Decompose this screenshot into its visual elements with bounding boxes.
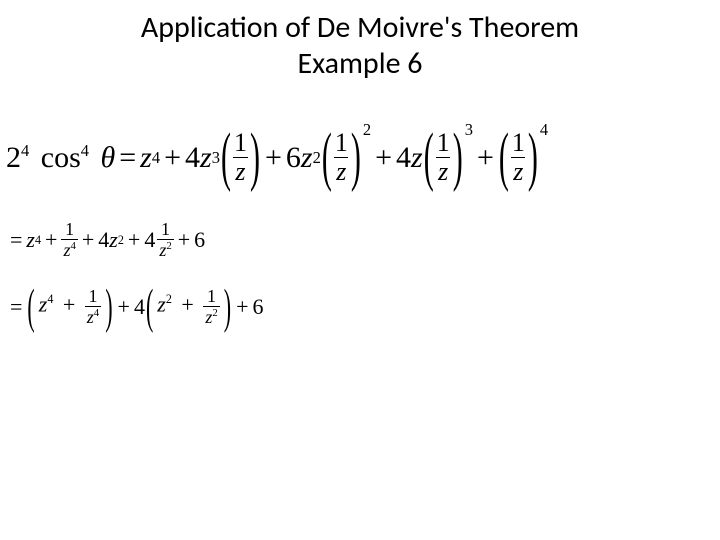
equation-line-1: 24 cos4 θ = z4 + 4z3 ( 1 z ) + 6z2 [6,130,720,185]
equation-line-3: = ( z4 + 1 z4 ) + 4 ( z2 + [6,287,720,326]
slide-title: Application of De Moivre's Theorem Examp… [0,0,720,82]
fraction-group: ( 1 z ) [220,130,261,185]
title-line-1: Application of De Moivre's Theorem [141,9,579,46]
slide: { "title": { "line1": "Application of De… [0,0,720,540]
equation-line-2: = z4 + 1 z4 + 4z2 + 4 1 z2 + 6 [6,220,720,259]
title-line-2: Example 6 [298,45,423,82]
lhs: 24 cos4 θ [6,141,115,175]
equals-sign: = [115,141,140,175]
math-area: 24 cos4 θ = z4 + 4z3 ( 1 z ) + 6z2 [0,130,720,326]
